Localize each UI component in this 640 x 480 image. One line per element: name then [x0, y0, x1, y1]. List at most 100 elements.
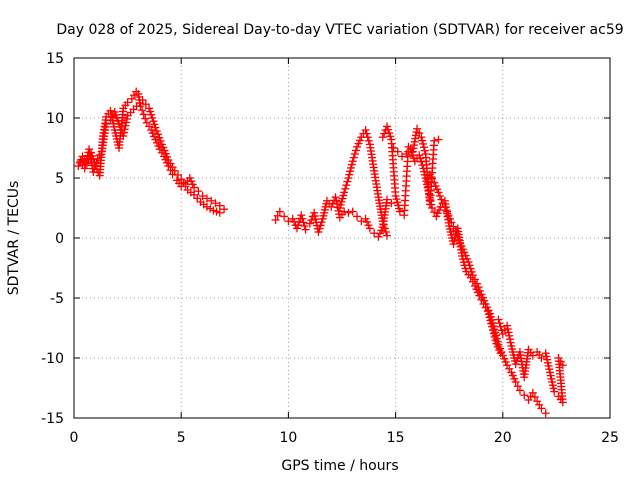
- data-point: [123, 98, 132, 107]
- data-point: [395, 207, 404, 216]
- data-point: [558, 361, 567, 370]
- data-point: [344, 174, 353, 182]
- data-point: [393, 147, 402, 156]
- data-point: [417, 133, 426, 142]
- data-point: [142, 118, 151, 127]
- data-point: [120, 128, 129, 137]
- data-point: [438, 199, 447, 208]
- data-point: [215, 201, 224, 210]
- data-point: [505, 335, 514, 344]
- data-point: [425, 190, 434, 199]
- data-point: [497, 348, 506, 356]
- data-point: [505, 331, 514, 340]
- data-point: [347, 163, 356, 172]
- data-point: [297, 211, 306, 220]
- data-point: [275, 207, 284, 216]
- data-point: [305, 219, 314, 228]
- data-point: [357, 217, 366, 226]
- data-point: [423, 183, 432, 192]
- data-point: [130, 91, 139, 100]
- data-point: [440, 203, 449, 212]
- axis-ticks: 0 5 10 15 20 25 -15 -10 -5 0 5 10 15: [41, 51, 619, 446]
- data-point: [437, 195, 446, 204]
- data-point: [445, 214, 454, 223]
- data-point: [475, 286, 484, 295]
- data-point: [379, 220, 388, 229]
- data-point: [156, 137, 165, 146]
- data-point: [420, 146, 429, 155]
- data-point: [139, 110, 148, 119]
- data-point: [342, 181, 351, 190]
- data-point: [533, 397, 542, 406]
- data-point: [418, 136, 427, 145]
- data-point: [353, 212, 362, 221]
- data-point: [346, 167, 355, 176]
- data-point: [365, 224, 374, 233]
- x-tick-label: 10: [279, 430, 297, 446]
- data-point: [383, 195, 392, 204]
- data-point: [428, 174, 437, 183]
- data-point: [121, 121, 130, 130]
- data-point: [364, 136, 373, 145]
- data-point: [434, 188, 443, 197]
- data-point: [413, 124, 422, 133]
- data-point: [220, 205, 229, 214]
- data-point: [503, 325, 512, 333]
- x-tick-label: 5: [177, 430, 186, 446]
- data-point: [284, 217, 293, 226]
- data-point: [383, 231, 392, 240]
- data-point: [537, 354, 546, 362]
- data-point: [344, 208, 353, 217]
- data-point: [504, 328, 513, 337]
- x-tick-label: 25: [601, 430, 619, 446]
- data-point: [299, 218, 308, 227]
- data-point: [378, 133, 387, 142]
- data-point: [495, 319, 504, 328]
- data-point: [194, 187, 203, 196]
- data-point: [361, 126, 370, 134]
- data-point: [307, 216, 316, 224]
- data-point: [211, 199, 220, 208]
- y-tick-label: -5: [50, 291, 64, 307]
- data-point: [419, 143, 428, 152]
- data-point: [496, 322, 505, 331]
- data-point: [506, 338, 515, 347]
- data-point: [152, 126, 161, 135]
- data-point: [470, 275, 479, 284]
- data-point: [381, 228, 390, 236]
- data-point: [298, 214, 307, 223]
- data-point: [520, 391, 529, 400]
- data-point: [106, 116, 115, 125]
- data-point: [530, 393, 539, 401]
- data-point: [207, 196, 216, 205]
- data-point: [173, 171, 182, 179]
- data-point: [425, 170, 434, 179]
- data-point: [345, 170, 354, 179]
- data-point: [127, 94, 136, 103]
- y-tick-label: 15: [46, 51, 64, 67]
- data-point: [550, 387, 559, 396]
- data-point: [202, 194, 211, 203]
- data-point: [505, 364, 514, 373]
- data-point: [535, 400, 544, 409]
- data-point: [170, 166, 179, 175]
- data-point: [280, 212, 289, 221]
- data-point: [331, 193, 340, 202]
- data-point: [511, 378, 520, 386]
- data-point: [494, 315, 503, 324]
- y-tick-label: 10: [46, 111, 64, 127]
- data-point: [215, 208, 224, 217]
- data-point: [271, 216, 280, 224]
- grid: [74, 58, 610, 418]
- data-point: [528, 388, 537, 397]
- data-point: [102, 120, 111, 128]
- data-point: [430, 136, 439, 145]
- data-point: [515, 386, 524, 395]
- data-point: [449, 222, 458, 231]
- data-point: [350, 150, 359, 158]
- data-point: [443, 207, 452, 216]
- data-point: [495, 344, 504, 353]
- x-tick-label: 15: [387, 430, 405, 446]
- data-point: [428, 204, 437, 212]
- data-point: [498, 330, 507, 338]
